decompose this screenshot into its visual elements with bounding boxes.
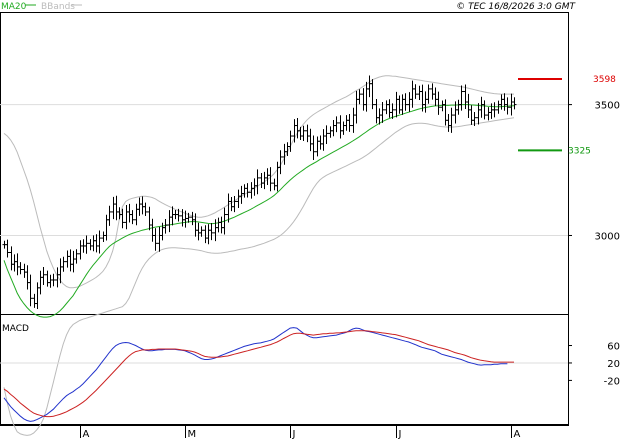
price-bar	[222, 207, 227, 235]
legend-ma20: MA20	[1, 2, 27, 12]
price-bar	[347, 114, 352, 132]
price-bar	[482, 100, 487, 120]
price-bar	[176, 208, 181, 222]
price-bar	[41, 267, 46, 286]
price-bar	[153, 228, 158, 251]
price-bar	[5, 239, 10, 258]
price-bar	[255, 169, 260, 195]
bbands-lower-line	[3, 117, 515, 436]
price-bar	[199, 226, 204, 237]
price-bar	[413, 84, 418, 99]
price-bar	[107, 205, 112, 226]
price-bar	[120, 208, 125, 229]
x-tick-label: A	[514, 429, 521, 440]
price-bar	[324, 125, 329, 145]
price-bar	[459, 85, 464, 111]
price-bar	[357, 89, 362, 105]
x-tick-label: J	[292, 429, 296, 440]
support-label: 3325	[568, 146, 591, 156]
ma20-line	[3, 104, 515, 318]
price-bar	[492, 102, 497, 118]
price-bar	[436, 91, 441, 115]
price-bar	[268, 167, 273, 192]
x-tick-label: A	[83, 429, 90, 440]
price-bar	[143, 202, 148, 217]
legend-bbands: BBands	[41, 2, 75, 12]
price-bar	[209, 223, 214, 241]
price-bar	[370, 79, 375, 110]
bbands-upper-line	[3, 75, 514, 289]
macd-y-tick-label: -20	[604, 376, 620, 387]
price-bar	[28, 274, 33, 307]
macd-signal-line	[3, 330, 514, 418]
x-tick-label: M	[188, 429, 197, 440]
price-bar	[163, 219, 168, 234]
moving-average-20	[3, 104, 515, 318]
macd-series	[3, 327, 514, 422]
macd-macd-line	[3, 327, 508, 422]
price-bar	[403, 93, 408, 111]
macd-y-axis: 60 20 -20	[568, 342, 620, 387]
resistance-label: 3598	[593, 75, 616, 85]
price-bar	[130, 210, 135, 225]
price-bar	[311, 135, 316, 161]
price-y-axis: 3000 3500	[568, 101, 620, 242]
macd-y-tick-label: 60	[607, 342, 620, 353]
price-bar	[288, 130, 293, 152]
price-bar	[74, 249, 79, 264]
price-bar	[84, 235, 89, 254]
price-bar	[334, 116, 339, 133]
price-bar	[512, 97, 517, 110]
price-bar	[390, 103, 395, 119]
price-bar	[97, 230, 102, 254]
macd-y-tick-label: 20	[607, 359, 620, 370]
price-levels: 3598 3325	[518, 75, 616, 156]
price-bar	[186, 212, 191, 223]
price-ohlc-bars	[2, 75, 517, 310]
price-bar	[61, 256, 66, 272]
price-bar	[505, 97, 510, 115]
x-tick-label: J	[398, 429, 402, 440]
price-bar	[51, 273, 56, 287]
price-bar	[301, 125, 306, 142]
legend: MA20 BBands	[1, 2, 82, 12]
macd-title: MACD	[2, 324, 29, 334]
copyright-label: © TEC 16/8/2026 3:0 GMT	[456, 2, 576, 12]
bollinger-bands	[3, 75, 515, 436]
price-y-tick-label: 3000	[595, 231, 620, 242]
price-bar	[472, 112, 477, 126]
price-bar	[278, 150, 283, 175]
macd-panel-frame	[0, 314, 569, 425]
price-bar	[245, 183, 250, 198]
price-bar	[232, 195, 237, 213]
price-bar	[426, 84, 431, 104]
price-bar	[18, 262, 23, 275]
price-bar	[380, 101, 385, 123]
price-bar	[449, 107, 454, 133]
price-y-tick-label: 3500	[595, 101, 620, 112]
